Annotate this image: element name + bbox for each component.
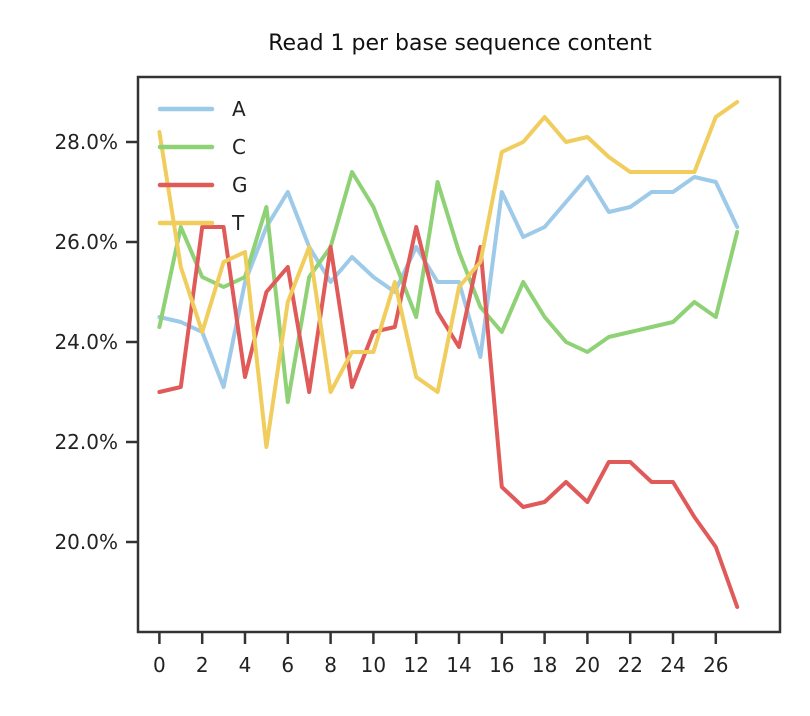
y-tick-label: 28.0%: [54, 130, 118, 154]
x-tick-label: 22: [617, 653, 642, 677]
x-tick-label: 26: [703, 653, 728, 677]
y-tick-label: 22.0%: [54, 430, 118, 454]
legend-label-c: C: [232, 135, 246, 159]
x-tick-label: 24: [660, 653, 685, 677]
x-axis: 0 2 4 6 8 10 12 14 16 18 20 22 24 26: [153, 632, 729, 677]
legend-label-t: T: [231, 211, 245, 235]
chart-title: Read 1 per base sequence content: [268, 31, 652, 56]
x-tick-label: 6: [281, 653, 294, 677]
series-line-a: [157, 175, 740, 389]
x-tick-label: 20: [575, 653, 600, 677]
x-tick-label: 10: [361, 653, 386, 677]
plot-area: [157, 100, 740, 609]
series-line-c: [157, 170, 740, 404]
x-tick-label: 14: [446, 653, 471, 677]
legend-label-a: A: [232, 97, 246, 121]
x-tick-label: 16: [489, 653, 514, 677]
x-tick-label: 4: [239, 653, 252, 677]
y-tick-label: 24.0%: [54, 330, 118, 354]
x-tick-label: 0: [153, 653, 166, 677]
legend-label-g: G: [232, 173, 248, 197]
x-tick-label: 12: [403, 653, 428, 677]
x-tick-label: 8: [324, 653, 337, 677]
y-tick-label: 20.0%: [54, 530, 118, 554]
y-axis: 20.0% 22.0% 24.0% 26.0% 28.0%: [54, 130, 138, 554]
y-tick-label: 26.0%: [54, 230, 118, 254]
series-line-t: [157, 100, 740, 449]
x-tick-label: 18: [532, 653, 557, 677]
x-tick-label: 2: [196, 653, 209, 677]
